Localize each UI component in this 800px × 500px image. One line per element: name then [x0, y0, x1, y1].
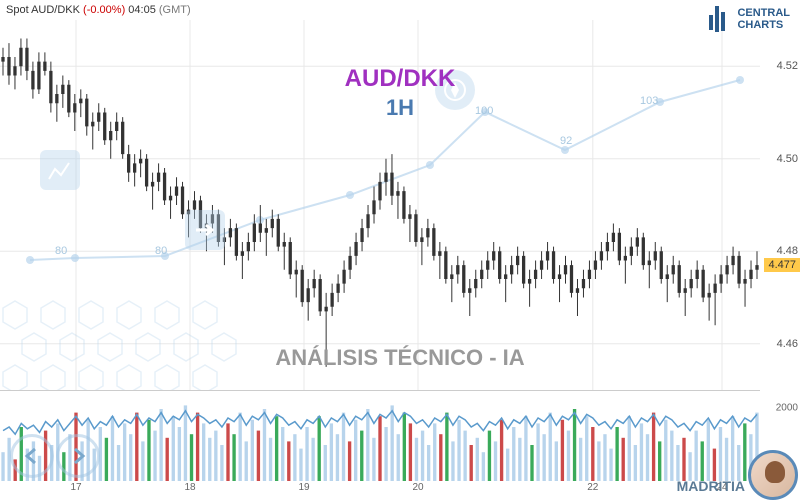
volume-indicator[interactable] [0, 390, 760, 480]
watermark-value: 80 [55, 245, 67, 257]
logo-icon [709, 6, 731, 32]
x-tick-label: 18 [184, 482, 195, 493]
author-avatar[interactable] [748, 450, 798, 500]
x-tick-label: 20 [412, 482, 423, 493]
price-y-axis: 4.46 4.48 4.50 4.52 4.477 [760, 20, 800, 390]
y-tick-label: 4.52 [777, 60, 798, 72]
watermark-value: 92 [560, 135, 572, 147]
indicator-y-tick: 2000 [776, 403, 798, 414]
header-tz: (GMT) [159, 4, 191, 16]
x-tick-label: 22 [587, 482, 598, 493]
watermark-icon [40, 150, 80, 190]
y-tick-label: 4.50 [777, 153, 798, 165]
pct-change: (-0.00%) [83, 4, 125, 16]
logo-text: CENTRALCHARTS [737, 7, 790, 31]
chart-header: Spot AUD/DKK (-0.00%) 04:05 (GMT) [6, 4, 191, 16]
y-tick-label: 4.48 [777, 245, 798, 257]
instrument-name: Spot AUD/DKK [6, 4, 80, 16]
header-time: 04:05 [128, 4, 156, 16]
x-tick-label: 19 [298, 482, 309, 493]
overlay-timeframe: 1H [386, 95, 414, 121]
nav-next-icon[interactable] [56, 434, 100, 478]
brand-logo[interactable]: CENTRALCHARTS [709, 6, 790, 32]
y-tick-label: 4.46 [777, 338, 798, 350]
nav-prev-icon[interactable] [10, 434, 54, 478]
watermark-value: 100 [475, 105, 493, 117]
current-price-tag: 4.477 [764, 258, 800, 272]
x-axis: 171819202224 [0, 482, 760, 498]
watermark-value: 80 [155, 245, 167, 257]
x-tick-label: 17 [70, 482, 81, 493]
overlay-pair: AUD/DKK [345, 65, 456, 93]
author-label: MADRITIA [677, 478, 745, 494]
watermark-value: 103 [640, 95, 658, 107]
overlay-subtitle: ANÁLISIS TÉCNICO - IA [275, 345, 524, 371]
watermark-arrow-icon [185, 210, 225, 250]
